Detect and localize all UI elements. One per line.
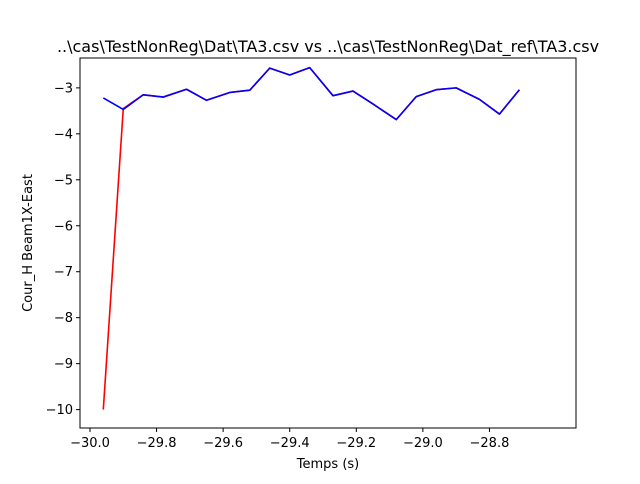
x-axis-label: Temps (s) [296, 457, 359, 472]
y-axis-label: Cour_H Beam1X-East [21, 174, 36, 312]
x-tick-label: −30.0 [70, 436, 110, 451]
y-tick-label: −7 [54, 265, 73, 280]
x-tick-label: −29.0 [403, 436, 443, 451]
chart-title: ..\cas\TestNonReg\Dat\TA3.csv vs ..\cas\… [57, 37, 599, 57]
x-tick-label: −29.8 [137, 436, 177, 451]
x-tick-label: −28.8 [470, 436, 510, 451]
x-tick-label: −29.6 [203, 436, 243, 451]
x-tick-label: −29.4 [270, 436, 310, 451]
x-tick-label: −29.2 [336, 436, 376, 451]
y-tick-label: −4 [54, 127, 73, 142]
y-tick-label: −8 [54, 311, 73, 326]
y-tick-label: −10 [46, 403, 73, 418]
y-tick-label: −5 [54, 173, 73, 188]
y-tick-label: −6 [54, 219, 73, 234]
y-tick-label: −9 [54, 357, 73, 372]
y-tick-label: −3 [54, 81, 73, 96]
